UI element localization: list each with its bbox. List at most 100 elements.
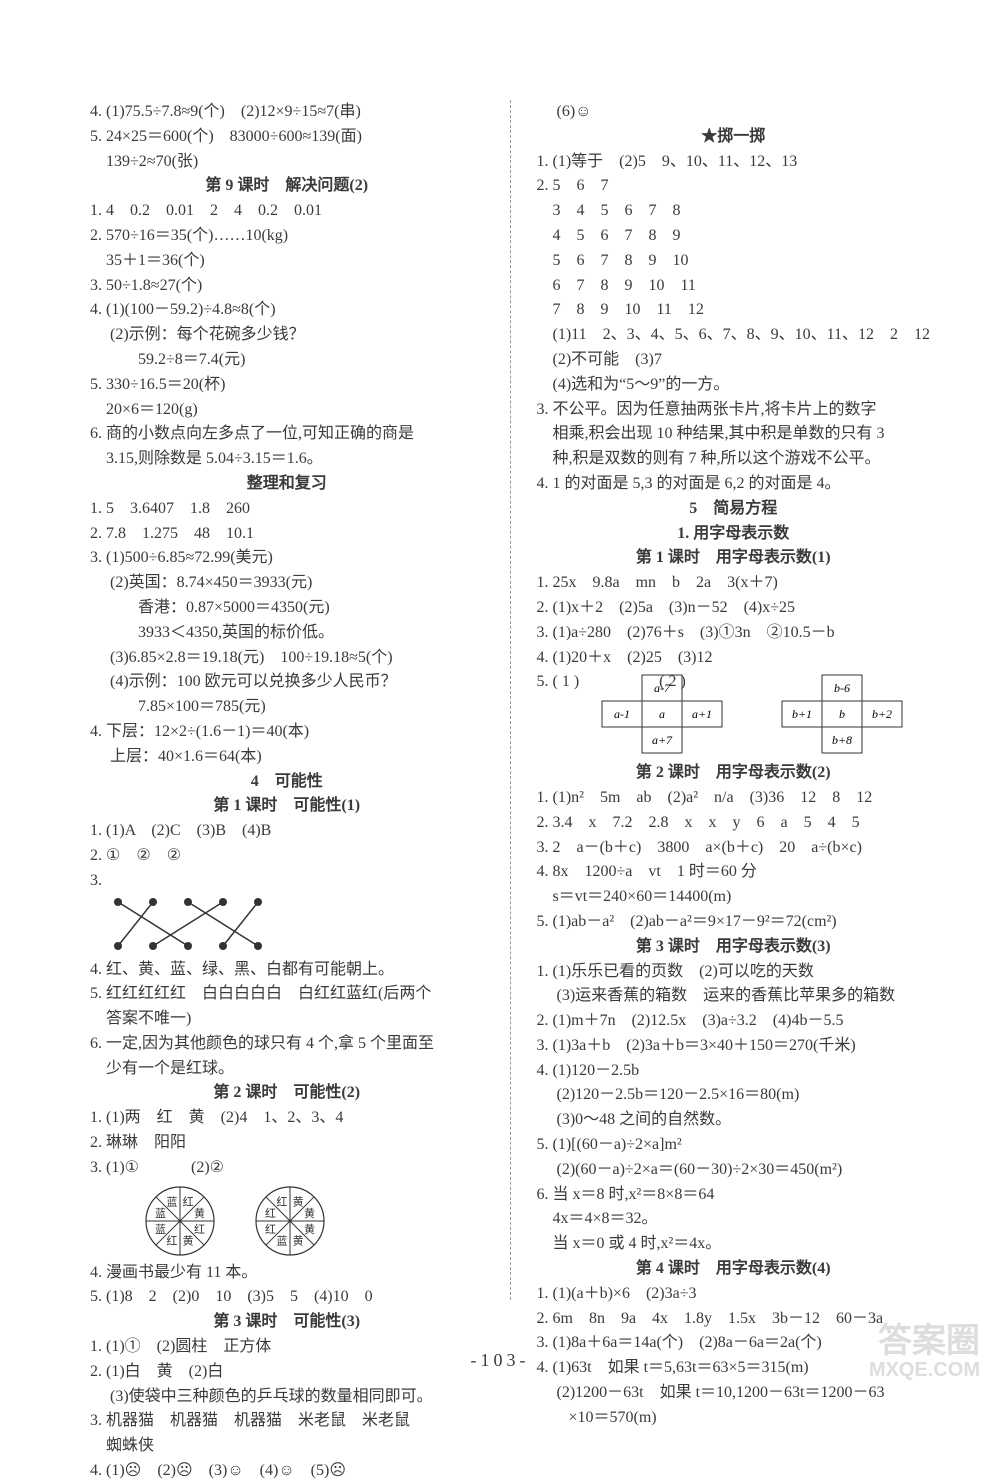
text-line: 7.85×100＝785(元) xyxy=(90,695,484,720)
section-heading: 5 简易方程 xyxy=(537,497,931,522)
text-line: 4. (1)(100－59.2)÷4.8≈8(个) xyxy=(90,298,484,323)
text-line: 2. ① ② ② xyxy=(90,844,484,869)
text-line: 3. xyxy=(90,869,484,894)
text-line: 5. (1)8 2 (2)0 10 (3)5 5 (4)10 0 xyxy=(90,1285,484,1310)
text-line: 6. 一定,因为其他颜色的球只有 4 个,拿 5 个里面至 xyxy=(90,1032,484,1057)
column-divider xyxy=(510,100,511,1300)
spinner-diagram-2: 黄黄黄黄蓝红红红 xyxy=(250,1181,330,1261)
text-line: 4. 下层：12×2÷(1.6－1)＝40(本) xyxy=(90,720,484,745)
text-line: 4 5 6 7 8 9 xyxy=(537,224,931,249)
text-line: 4. 红、黄、蓝、绿、黑、白都有可能朝上。 xyxy=(90,958,484,983)
svg-text:a: a xyxy=(659,707,665,721)
text-line: 蜘蛛侠 xyxy=(90,1434,484,1459)
text-line: 相乘,积会出现 10 种结果,其中积是单数的只有 3 xyxy=(537,422,931,447)
text-line: 4. 漫画书最少有 11 本。 xyxy=(90,1261,484,1286)
text-line: 5. 24×25＝600(个) 83000÷600≈139(面) xyxy=(90,125,484,150)
text-line: (3)使袋中三种颜色的乒乓球的数量相同即可。 xyxy=(90,1385,484,1410)
text-line: 4. (1)120－2.5b xyxy=(537,1059,931,1084)
text-line: 4. (1)20＋x (2)25 (3)12 xyxy=(537,646,931,671)
svg-text:红: 红 xyxy=(265,1223,276,1236)
text-line: 3. 机器猫 机器猫 机器猫 米老鼠 米老鼠 xyxy=(90,1409,484,1434)
svg-text:a+1: a+1 xyxy=(691,707,711,721)
text-line: 5. 330÷16.5＝20(杯) xyxy=(90,373,484,398)
right-column: (6)☺ ★掷一掷 1. (1)等于 (2)5 9、10、11、12、13 2.… xyxy=(537,100,931,1300)
text-line: 3933＜4350,英国的标价低。 xyxy=(90,621,484,646)
text-line: 3. (1)① (2)② xyxy=(90,1156,224,1181)
text-line: 3.15,则除数是 5.04÷3.15＝1.6。 xyxy=(90,447,484,472)
text-line: 4. (1)☹ (2)☹ (3)☺ (4)☺ (5)☹ xyxy=(90,1459,484,1484)
text-line: (2)1200－63t 如果 t＝10,1200－63t＝1200－63 xyxy=(537,1381,931,1406)
text-line: 香港：0.87×5000＝4350(元) xyxy=(90,596,484,621)
text-line: (6)☺ xyxy=(537,100,931,125)
svg-text:红: 红 xyxy=(265,1207,276,1220)
text-line: 2. 6m 8n 9a 4x 1.8y 1.5x 3b－12 60－3a xyxy=(537,1307,931,1332)
text-line: (2)(60－a)÷2×a＝(60－30)÷2×30＝450(m²) xyxy=(537,1158,931,1183)
section-heading: 1. 用字母表示数 xyxy=(537,522,931,547)
left-column: 4. (1)75.5÷7.8≈9(个) (2)12×9÷15≈7(串) 5. 2… xyxy=(90,100,484,1300)
text-line: (2)示例：每个花碗多少钱？ xyxy=(90,323,484,348)
section-heading: ★掷一掷 xyxy=(537,125,931,150)
text-line: 3. 2 a－(b＋c) 3800 a×(b＋c) 20 a÷(b×c) xyxy=(537,836,931,861)
svg-text:黄: 黄 xyxy=(304,1206,315,1220)
section-heading: 第 4 课时 用字母表示数(4) xyxy=(537,1257,931,1282)
text-line: 5. (1)ab－a² (2)ab－a²＝9×17－9²＝72(cm²) xyxy=(537,910,931,935)
text-line: 3. (1)a÷280 (2)76＋s (3)①3n ②10.5－b xyxy=(537,621,931,646)
text-line: 6. 当 x＝8 时,x²＝8×8＝64 xyxy=(537,1183,931,1208)
text-line: 1. (1)A (2)C (3)B (4)B xyxy=(90,819,484,844)
text-line: 当 x＝0 或 4 时,x²＝4x。 xyxy=(537,1232,931,1257)
text-line: 4. 1 的对面是 5,3 的对面是 6,2 的对面是 4。 xyxy=(537,472,931,497)
section-heading: 第 9 课时 解决问题(2) xyxy=(90,174,484,199)
section-heading: 第 1 课时 用字母表示数(1) xyxy=(537,546,931,571)
svg-text:红: 红 xyxy=(194,1223,205,1236)
text-line: (2)120－2.5b＝120－2.5×16＝80(m) xyxy=(537,1083,931,1108)
text-line: 1. 4 0.2 0.01 2 4 0.2 0.01 xyxy=(90,199,484,224)
section-heading: 第 3 课时 用字母表示数(3) xyxy=(537,935,931,960)
text-line: 4. (1)75.5÷7.8≈9(个) (2)12×9÷15≈7(串) xyxy=(90,100,484,125)
section-heading: 4 可能性 xyxy=(90,770,484,795)
text-line: 20×6＝120(g) xyxy=(90,398,484,423)
svg-text:b-6: b-6 xyxy=(834,681,850,695)
section-heading: 第 1 课时 可能性(1) xyxy=(90,794,484,819)
text-line: 3. (1)500÷6.85≈72.99(美元) xyxy=(90,546,484,571)
text-line: 59.2÷8＝7.4(元) xyxy=(90,348,484,373)
section-heading: 第 3 课时 可能性(3) xyxy=(90,1310,484,1335)
text-line: 7 8 9 10 11 12 xyxy=(537,298,931,323)
section-heading: 整理和复习 xyxy=(90,472,484,497)
text-line: 2. (1)m＋7n (2)12.5x (3)a÷3.2 (4)4b－5.5 xyxy=(537,1009,931,1034)
svg-text:黄: 黄 xyxy=(304,1222,315,1236)
text-line: 2. 7.8 1.275 48 10.1 xyxy=(90,522,484,547)
text-line: 3 4 5 6 7 8 xyxy=(537,199,931,224)
svg-text:黄: 黄 xyxy=(293,1233,304,1247)
text-line: 1. 25x 9.8a mn b 2a 3(x＋7) xyxy=(537,571,931,596)
text-line: 1. 5 3.6407 1.8 260 xyxy=(90,497,484,522)
svg-text:蓝: 蓝 xyxy=(155,1223,166,1236)
text-line: 6. 商的小数点向左多点了一位,可知正确的商是 xyxy=(90,422,484,447)
text-line: (4)示例：100 欧元可以兑换多少人民币？ xyxy=(90,670,484,695)
svg-text:a-1: a-1 xyxy=(614,707,630,721)
svg-text:红: 红 xyxy=(183,1195,194,1208)
text-line: 139÷2≈70(张) xyxy=(90,150,484,175)
text-line: 35＋1＝36(个) xyxy=(90,249,484,274)
text-line: 3. 不公平。因为任意抽两张卡片,将卡片上的数字 xyxy=(537,398,931,423)
text-line: 2. 570÷16＝35(个)……10(kg) xyxy=(90,224,484,249)
text-line: 上层：40×1.6＝64(本) xyxy=(90,745,484,770)
svg-text:b+8: b+8 xyxy=(831,733,851,747)
text-line: 2. 琳琳 阳阳 xyxy=(90,1131,484,1156)
svg-text:红: 红 xyxy=(276,1195,287,1208)
text-line: 少有一个是红球。 xyxy=(90,1057,484,1082)
svg-text:b+2: b+2 xyxy=(871,707,891,721)
text-line: 1. (1)(a＋b)×6 (2)3a÷3 xyxy=(537,1282,931,1307)
svg-text:黄: 黄 xyxy=(293,1194,304,1208)
svg-text:a-7: a-7 xyxy=(654,681,671,695)
text-line: 3. (1)3a＋b (2)3a＋b＝3×40＋150＝270(千米) xyxy=(537,1034,931,1059)
text-line: 3. 50÷1.8≈27(个) xyxy=(90,274,484,299)
text-line: (3)6.85×2.8＝19.18(元) 100÷19.18≈5(个) xyxy=(90,646,484,671)
text-line: 4. 8x 1200÷a vt 1 时＝60 分 xyxy=(537,860,931,885)
svg-text:b+1: b+1 xyxy=(791,707,811,721)
svg-text:蓝: 蓝 xyxy=(166,1195,177,1208)
svg-text:红: 红 xyxy=(166,1234,177,1247)
svg-text:黄: 黄 xyxy=(183,1233,194,1247)
text-line: (1)11 2、3、4、5、6、7、8、9、10、11、12 2 12 xyxy=(537,323,931,348)
text-line: s＝vt＝240×60＝14400(m) xyxy=(537,885,931,910)
text-line: 答案不唯一) xyxy=(90,1007,484,1032)
